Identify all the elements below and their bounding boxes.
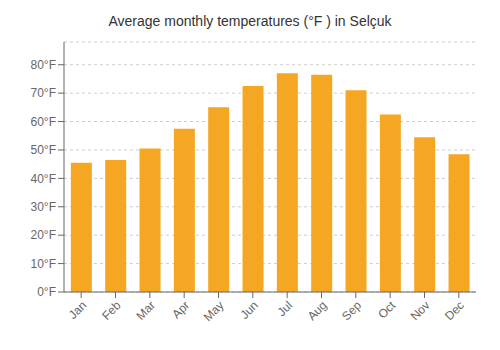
svg-text:Mar: Mar bbox=[133, 298, 158, 323]
svg-text:Sep: Sep bbox=[339, 298, 364, 323]
svg-text:Dec: Dec bbox=[442, 298, 467, 323]
html-text:Average monthly temperatures (: Average monthly temperatures (°F ) in Se… bbox=[108, 13, 392, 29]
svg-text:70°F: 70°F bbox=[31, 86, 56, 100]
svg-text:Aug: Aug bbox=[305, 298, 330, 323]
svg-text:0°F: 0°F bbox=[37, 285, 56, 299]
svg-text:80°F: 80°F bbox=[31, 58, 56, 72]
svg-text:May: May bbox=[201, 298, 227, 324]
svg-text:60°F: 60°F bbox=[31, 115, 56, 129]
svg-text:10°F: 10°F bbox=[31, 257, 56, 271]
svg-text:40°F: 40°F bbox=[31, 172, 56, 186]
svg-text:Apr: Apr bbox=[169, 298, 192, 321]
svg-text:50°F: 50°F bbox=[31, 143, 56, 157]
svg-text:Jun: Jun bbox=[237, 298, 261, 322]
svg-text:Nov: Nov bbox=[408, 298, 433, 323]
svg-text:Jul: Jul bbox=[275, 298, 296, 319]
svg-text:20°F: 20°F bbox=[31, 228, 56, 242]
svg-text:30°F: 30°F bbox=[31, 200, 56, 214]
svg-text:Feb: Feb bbox=[99, 298, 124, 323]
svg-text:Oct: Oct bbox=[375, 298, 399, 322]
svg-text:Jan: Jan bbox=[66, 298, 90, 322]
